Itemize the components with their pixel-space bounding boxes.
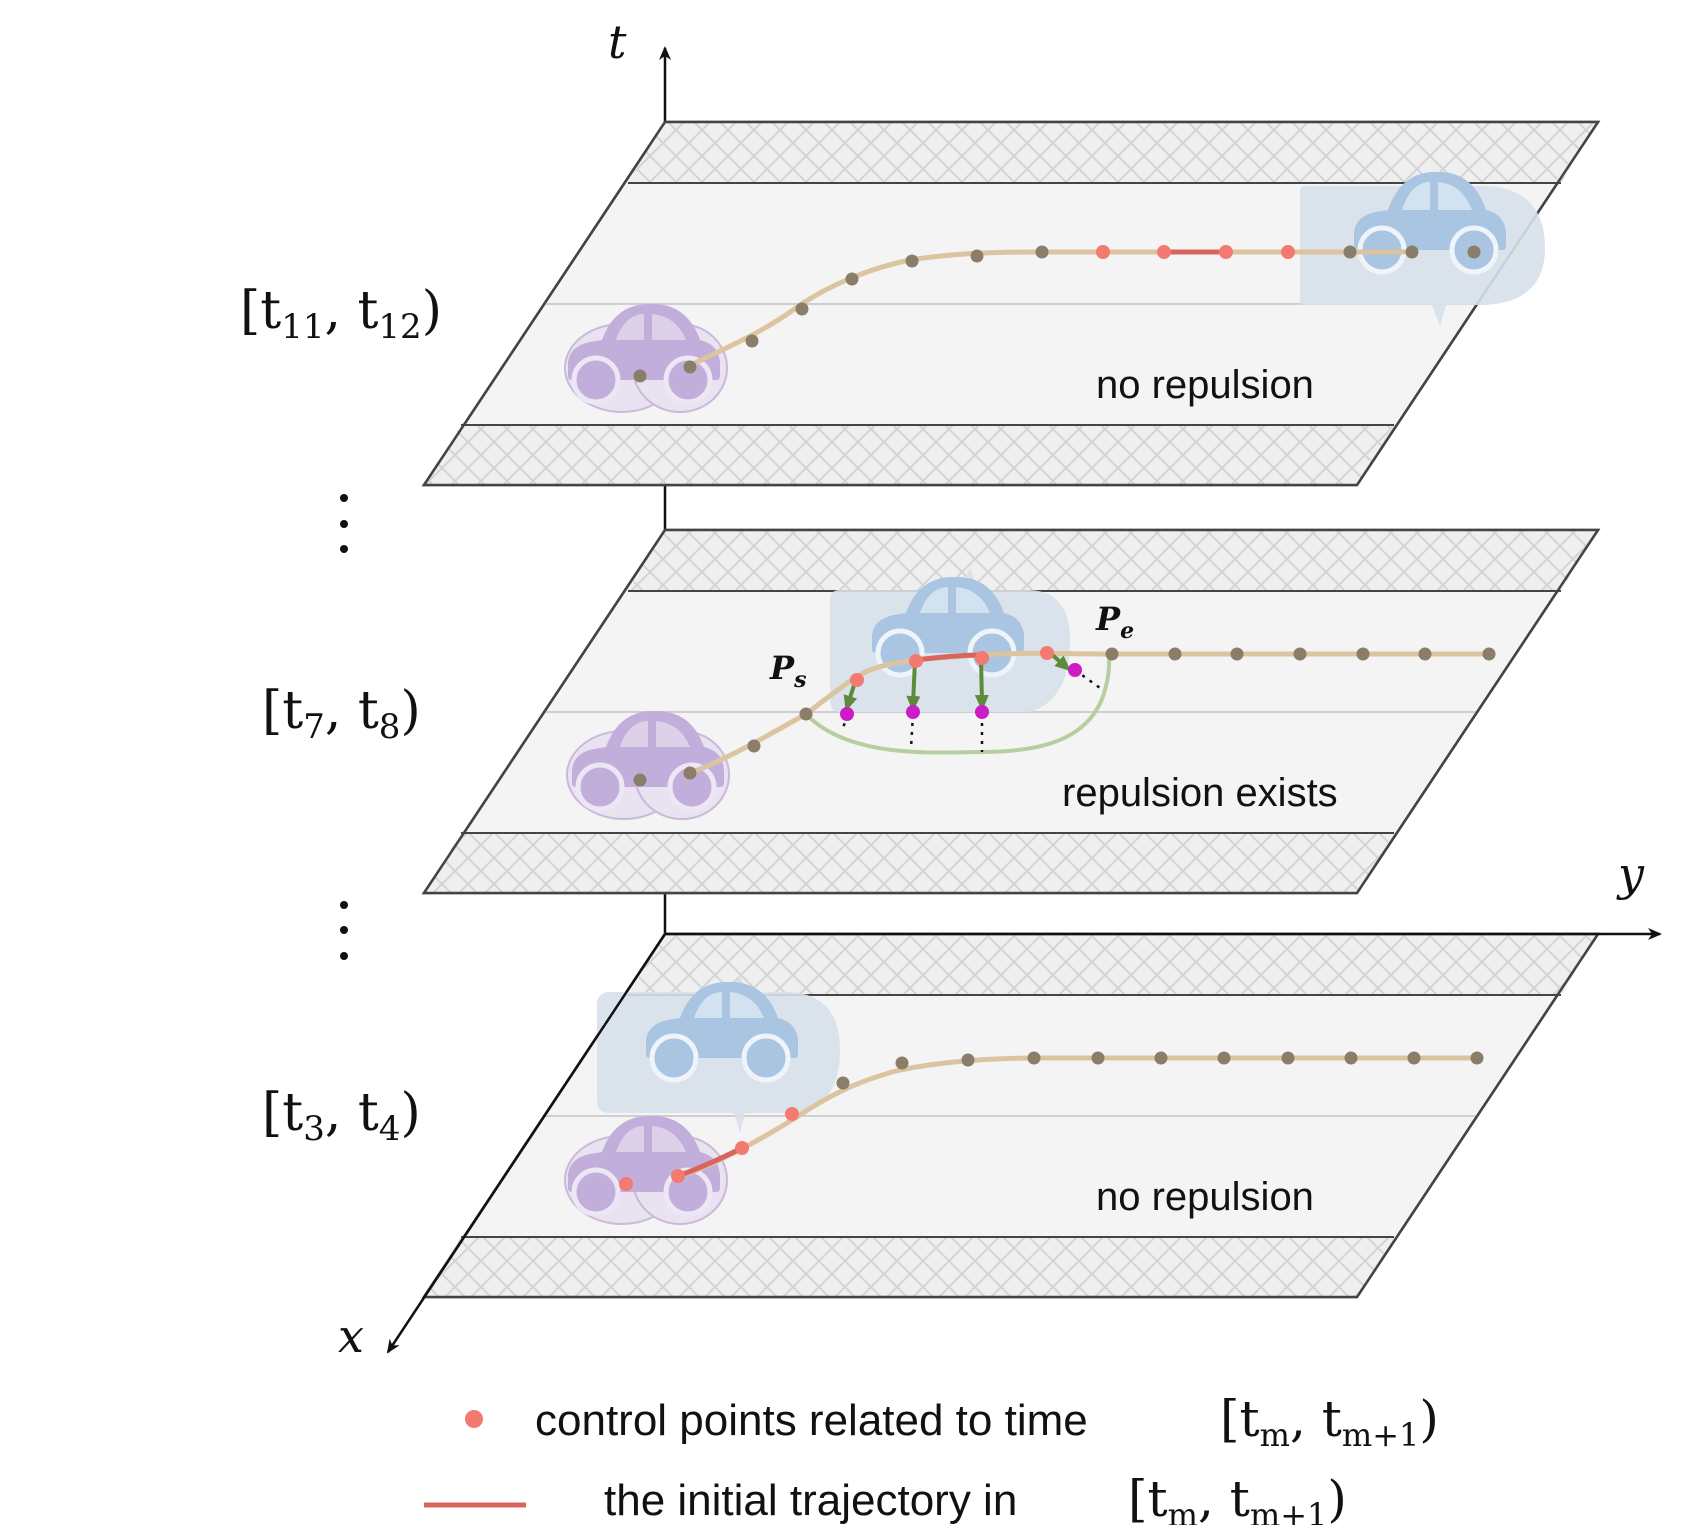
repulsion-path <box>804 649 1112 755</box>
control-points <box>619 1051 1484 1191</box>
t-axis-label: t <box>608 15 627 69</box>
layer-middle: Ps Pe repulsion exists <box>421 528 1601 895</box>
legend-dot-marker <box>465 1410 483 1428</box>
legend-line-text: the initial trajectory in <box>604 1476 1017 1525</box>
road-hatch-top <box>628 934 1598 995</box>
vdots-lower <box>340 901 348 960</box>
legend-dot-text: control points related to time <box>535 1396 1088 1445</box>
control-points <box>633 646 1496 787</box>
repulsion-arrows <box>843 651 1072 712</box>
label-pe: Pe <box>1095 600 1134 644</box>
layer-middle-status: repulsion exists <box>1062 771 1338 815</box>
layer-bottom-status: no repulsion <box>1096 1175 1314 1219</box>
legend-dot-interval: [tm, tm+1) <box>1220 1390 1439 1454</box>
interval-label-middle: [t7, t8) <box>262 681 421 747</box>
road-hatch-top <box>628 530 1598 591</box>
control-points <box>633 245 1481 383</box>
interval-label-top: [t11, t12) <box>240 281 442 347</box>
obstacle-car <box>1354 172 1506 275</box>
obstacle-car <box>646 982 798 1083</box>
legend: control points related to time [tm, tm+1… <box>424 1390 1439 1525</box>
road-hatch-top <box>628 122 1598 183</box>
label-ps: Ps <box>769 649 806 693</box>
x-axis-line <box>386 933 667 1354</box>
repulsion-points <box>840 663 1082 721</box>
layer-bottom: no repulsion <box>421 932 1601 1299</box>
road-hatch-bottom <box>424 425 1394 485</box>
road-hatch-bottom <box>424 1237 1394 1297</box>
road-hatch-bottom <box>424 833 1394 893</box>
layer-top: no repulsion <box>421 120 1601 487</box>
ego-car <box>568 304 720 405</box>
y-axis-label: y <box>1616 847 1645 901</box>
layer-top-status: no repulsion <box>1096 363 1314 407</box>
legend-line-interval: [tm, tm+1) <box>1128 1470 1347 1525</box>
x-axis-label: x <box>338 1309 364 1363</box>
vdots-upper <box>340 494 348 553</box>
trajectory <box>689 650 1490 776</box>
interval-label-bottom: [t3, t4) <box>262 1083 421 1149</box>
